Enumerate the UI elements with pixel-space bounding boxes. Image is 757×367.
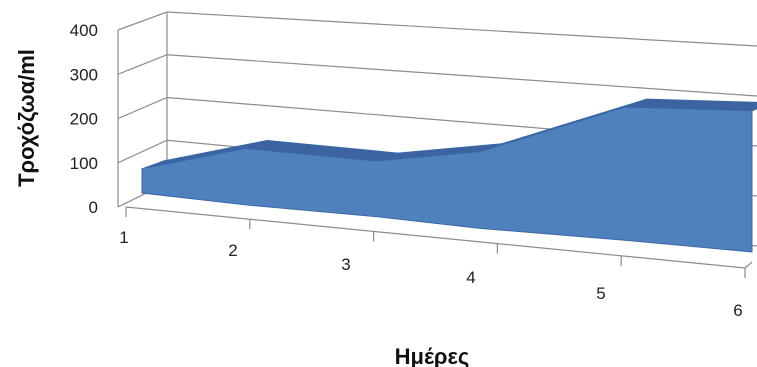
- area-front-face: [141, 106, 753, 253]
- x-tick-label: 6: [733, 301, 742, 320]
- x-tick-label: 5: [596, 284, 605, 303]
- y-tick-label: 300: [70, 65, 98, 84]
- floor-right-edge: [744, 261, 753, 269]
- y-tick-label: 0: [89, 198, 98, 217]
- x-tick-label: 3: [341, 255, 350, 274]
- y-tick-label: 100: [70, 154, 98, 173]
- y-axis-title: Τροχόζωα/ml: [14, 49, 39, 187]
- axes: [125, 206, 753, 278]
- x-tick-label: 2: [228, 241, 237, 260]
- x-axis-title: Ημέρες: [395, 344, 470, 367]
- x-tick-label: 1: [119, 228, 128, 247]
- y-tick-label: 200: [70, 110, 98, 129]
- x-tick-label: 4: [466, 268, 475, 287]
- tick-labels: 0 100 200 300 400 1 2 3 4 5 6: [70, 21, 743, 320]
- x-axis-line: [125, 206, 746, 269]
- gridline: [117, 11, 757, 47]
- gridline: [117, 54, 757, 97]
- y-tick-label: 400: [70, 21, 98, 40]
- area-series: [141, 98, 757, 253]
